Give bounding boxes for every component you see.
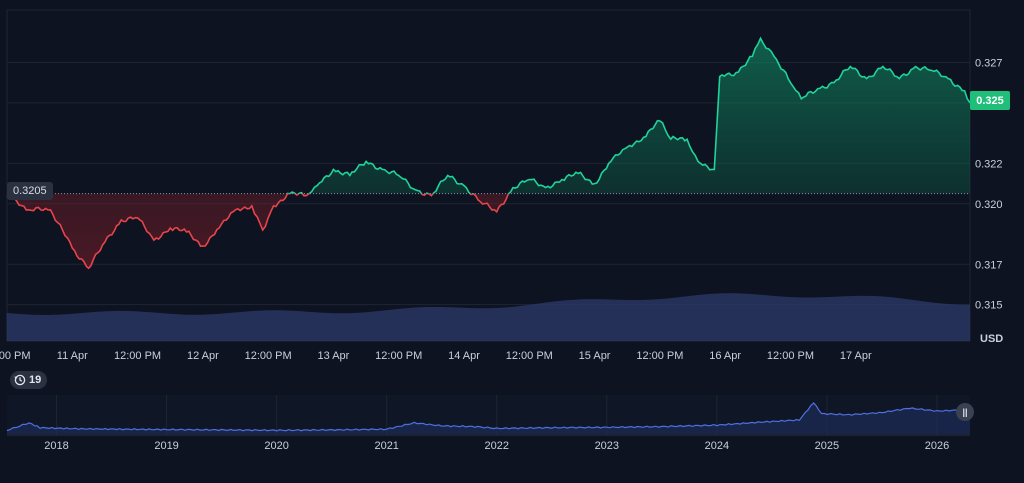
volume-area — [7, 293, 970, 341]
x-tick-label: 11 Apr — [57, 350, 88, 362]
x-tick-label: 12:00 PM — [506, 350, 553, 362]
navigator-line — [6, 402, 971, 432]
navigator-area — [7, 403, 970, 434]
x-tick-label: 12:00 PM — [245, 350, 292, 362]
x-tick-label: 12:00 PM — [636, 350, 683, 362]
navigator-x-axis: 2018 2019 2020 2021 2022 2023 2024 2025 2026 — [44, 440, 949, 452]
y-tick-label: 0.320 — [975, 199, 1003, 211]
baseline-label: 0.3205 — [7, 182, 53, 200]
x-tick-label: 16 Apr — [709, 350, 741, 362]
history-badge-count: 19 — [29, 374, 42, 386]
y-tick-label: 0.317 — [975, 259, 1003, 271]
x-tick-label: 17 Apr — [840, 350, 872, 362]
navigator-year-label: 2024 — [705, 440, 729, 452]
x-tick-label: 14 Apr — [448, 350, 480, 362]
y-tick-label: 0.322 — [975, 158, 1003, 170]
x-axis: 12:00 PM 11 Apr 12:00 PM 12 Apr 12:00 PM 13 A… — [0, 350, 872, 362]
x-tick-label: 12 Apr — [187, 350, 219, 362]
navigator-year-label: 2026 — [925, 440, 949, 452]
navigator-year-label: 2025 — [815, 440, 839, 452]
price-line-up — [286, 36, 970, 194]
navigator-year-label: 2022 — [485, 440, 509, 452]
clock-icon — [14, 374, 26, 386]
x-tick-label: 15 Apr — [579, 350, 611, 362]
x-tick-label: 13 Apr — [318, 350, 350, 362]
price-area-up — [287, 38, 970, 194]
last-price-label: 0.325 — [970, 91, 1010, 110]
navigator-handle[interactable]: || — [956, 403, 974, 421]
navigator-year-label: 2019 — [154, 440, 178, 452]
x-tick-label: 12:00 PM — [375, 350, 422, 362]
drag-handle-icon: || — [962, 407, 968, 417]
navigator-year-label: 2021 — [374, 440, 398, 452]
navigator-year-label: 2018 — [44, 440, 68, 452]
y-tick-label: 0.327 — [975, 57, 1003, 69]
x-tick-label: 12:00 PM — [114, 350, 161, 362]
x-tick-label: 12:00 PM — [0, 350, 31, 362]
navigator-year-label: 2020 — [264, 440, 288, 452]
price-line-down — [6, 193, 510, 270]
x-tick-label: 12:00 PM — [767, 350, 814, 362]
history-badge[interactable]: 19 — [10, 371, 48, 389]
currency-label: USD — [980, 333, 1004, 345]
volume-bars — [6, 293, 970, 341]
navigator[interactable]: 2018 2019 2020 2021 2022 2023 2024 2025 2026 — [6, 395, 971, 452]
navigator-year-label: 2023 — [595, 440, 619, 452]
price-area-down — [7, 193, 970, 269]
y-tick-label: 0.315 — [975, 300, 1003, 312]
